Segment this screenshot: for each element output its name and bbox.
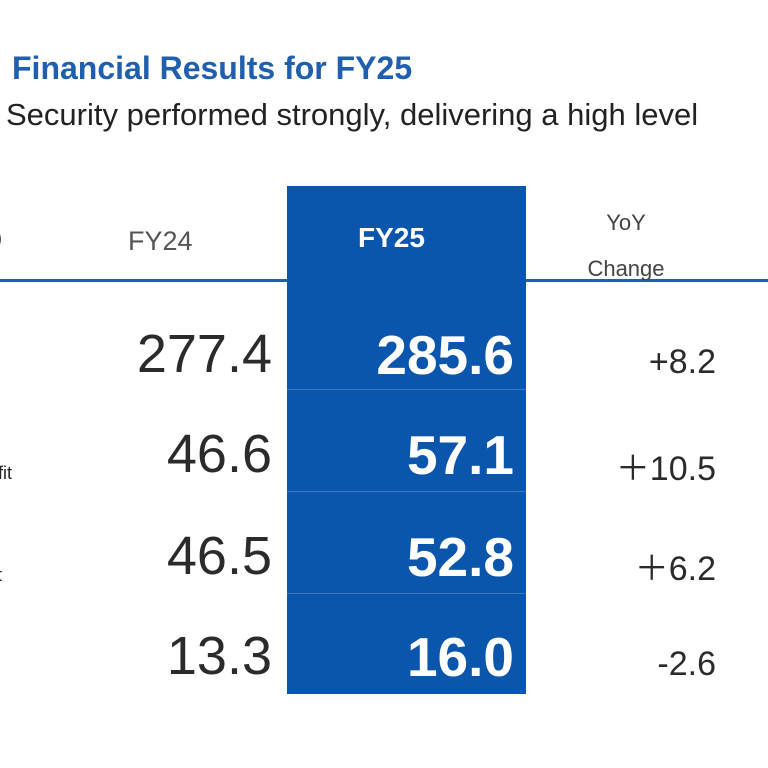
fy24-value-2: 46.6 (166, 424, 272, 484)
header-divider-right (526, 279, 768, 282)
yoy-header-line1: YoY (606, 210, 646, 235)
row-label-2: ofit (0, 463, 13, 483)
fy24-value-4: 13.3 (166, 626, 272, 686)
fy25-value-1: 285.6 (376, 324, 514, 386)
column-header-fy24: FY24 (128, 226, 193, 256)
column-header-yoy: YoY Change (566, 200, 686, 292)
fy24-value-1: 277.4 (136, 324, 272, 384)
row-separator (287, 389, 526, 390)
column-header-fy25: FY25 (358, 222, 425, 253)
header-divider-left (0, 279, 287, 282)
yoy-value-3: ＋6.2 (634, 550, 716, 588)
yoy-value-2: ＋10.5 (615, 450, 716, 488)
unit-label: ) (0, 228, 2, 249)
yoy-value-4: -2.6 (657, 645, 716, 683)
page-title: Financial Results for FY25 (12, 50, 413, 86)
fy24-value-3: 46.5 (166, 526, 272, 586)
fy25-value-4: 16.0 (406, 626, 514, 688)
fy25-value-3: 52.8 (406, 526, 514, 588)
fy25-highlight-column (287, 186, 526, 694)
page-subtitle: Security performed strongly, delivering … (6, 97, 699, 132)
yoy-header-line2: Change (587, 256, 665, 281)
row-separator (287, 491, 526, 492)
row-separator (287, 593, 526, 594)
yoy-value-1: +8.2 (648, 343, 716, 381)
row-label-3: fit (0, 565, 2, 586)
fy25-value-2: 57.1 (406, 424, 514, 486)
